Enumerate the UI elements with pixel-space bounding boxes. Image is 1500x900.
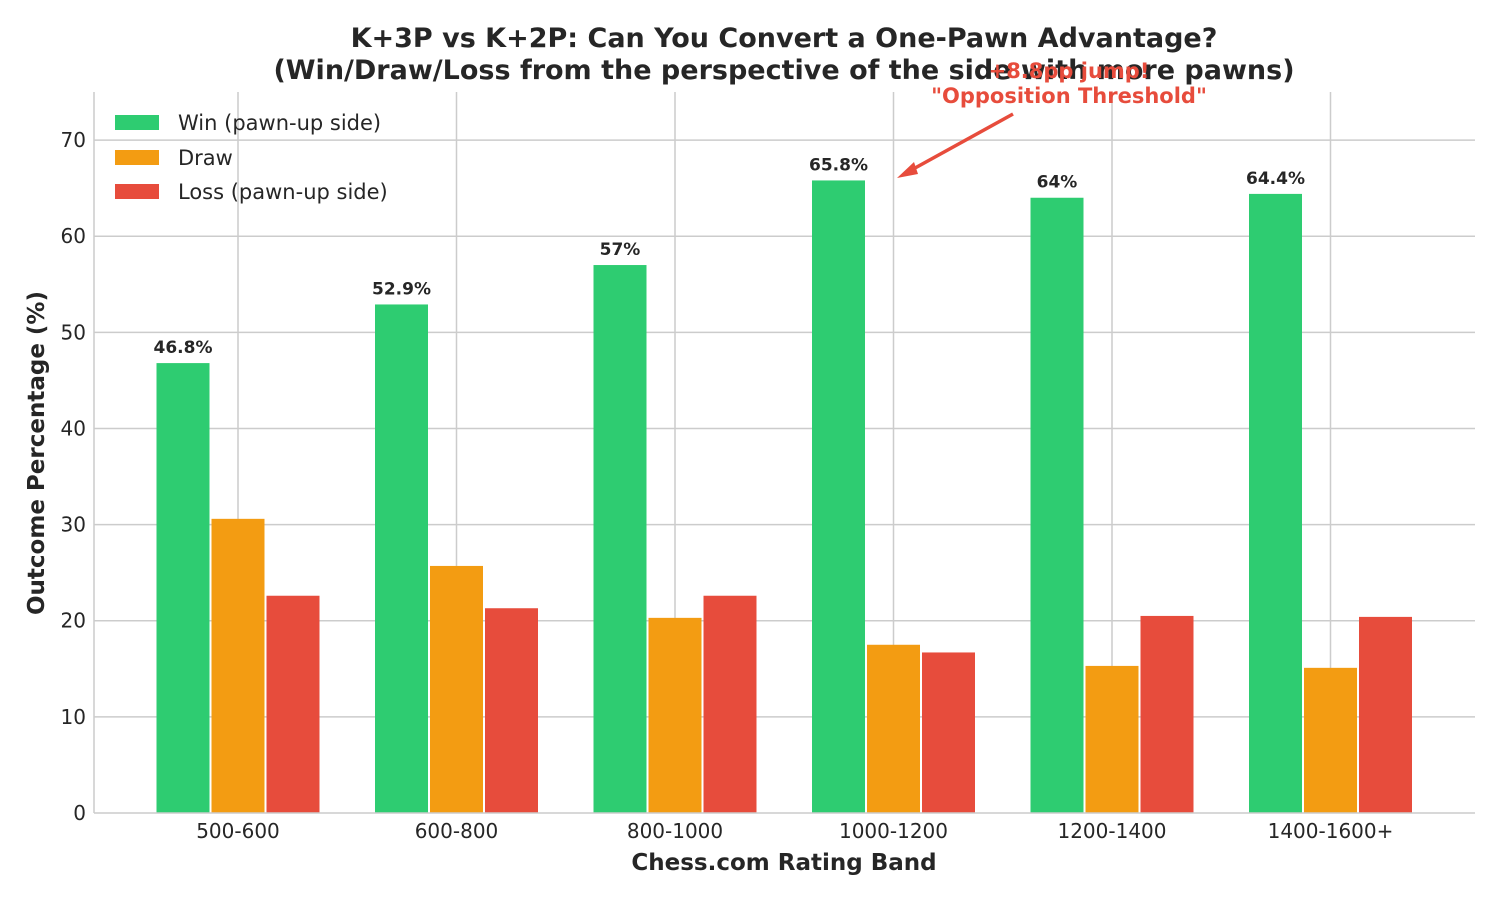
legend-label-loss: Loss (pawn-up side) [178, 180, 388, 204]
bar-loss-1200-1400 [1140, 615, 1194, 813]
bar-win-1200-1400 [1030, 197, 1084, 813]
y-tick-label: 60 [61, 224, 86, 248]
bar-win-600-800 [375, 304, 428, 813]
bar-draw-1200-1400 [1085, 665, 1139, 813]
y-tick-label: 40 [61, 416, 86, 440]
bar-win-1400-1600+ [1249, 193, 1302, 813]
bar-win-500-600 [156, 363, 210, 813]
bar-draw-500-600 [211, 518, 265, 813]
x-axis-label: Chess.com Rating Band [631, 850, 936, 876]
legend-label-win: Win (pawn-up side) [178, 111, 381, 135]
y-tick-label: 50 [61, 320, 86, 344]
y-tick-label: 20 [61, 609, 86, 633]
x-tick-label: 500-600 [196, 819, 280, 843]
x-tick-label: 1000-1200 [839, 819, 948, 843]
bar-draw-800-1000 [648, 617, 702, 813]
legend-swatch-loss [115, 184, 159, 199]
annotation-line1: +8.8pp jump! [989, 59, 1150, 83]
legend-label-draw: Draw [178, 146, 233, 170]
win-data-label: 64% [1037, 173, 1078, 193]
x-tick-label: 1400-1600+ [1268, 819, 1394, 843]
bar-loss-1400-1600+ [1359, 616, 1412, 813]
labels-layer: 0 10 20 30 40 50 60 70 500-600 600-800 800-1000 100… [61, 128, 1394, 843]
win-data-label: 64.4% [1246, 169, 1305, 189]
bar-loss-1000-1200 [922, 652, 975, 813]
chart-title-line1: K+3P vs K+2P: Can You Convert a One-Pawn… [351, 23, 1218, 54]
bars-layer [156, 180, 1412, 813]
bar-loss-600-800 [485, 608, 538, 813]
y-tick-label: 70 [61, 128, 86, 152]
bar-loss-800-1000 [703, 595, 757, 813]
win-data-label: 46.8% [154, 338, 213, 358]
bar-draw-1000-1200 [867, 644, 920, 813]
legend: Win (pawn-up side) Draw Loss (pawn-up si… [115, 111, 388, 204]
x-tick-label: 1200-1400 [1057, 819, 1166, 843]
legend-swatch-draw [115, 150, 159, 165]
x-tick-label: 600-800 [415, 819, 499, 843]
y-axis-label: Outcome Percentage (%) [24, 291, 50, 615]
win-data-label: 52.9% [372, 279, 431, 299]
bar-draw-1400-1600+ [1304, 667, 1357, 813]
x-tick-label: 800-1000 [627, 819, 723, 843]
annotation: +8.8pp jump! "Opposition Threshold" [897, 59, 1207, 178]
legend-swatch-win [115, 115, 159, 130]
y-tick-label: 0 [73, 801, 86, 825]
win-data-label: 65.8% [809, 155, 868, 175]
axes-layer [93, 92, 1475, 814]
bar-loss-500-600 [266, 595, 320, 813]
annotation-arrow-head [897, 162, 918, 178]
annotation-arrow-shaft [905, 112, 1014, 175]
chart-title-line2: (Win/Draw/Loss from the perspective of t… [273, 55, 1294, 86]
bar-draw-600-800 [430, 565, 483, 813]
bar-win-800-1000 [593, 265, 647, 813]
win-data-label: 57% [600, 240, 641, 260]
y-tick-label: 10 [61, 705, 86, 729]
bar-win-1000-1200 [812, 180, 865, 813]
annotation-line2: "Opposition Threshold" [931, 84, 1207, 108]
y-tick-label: 30 [61, 513, 86, 537]
